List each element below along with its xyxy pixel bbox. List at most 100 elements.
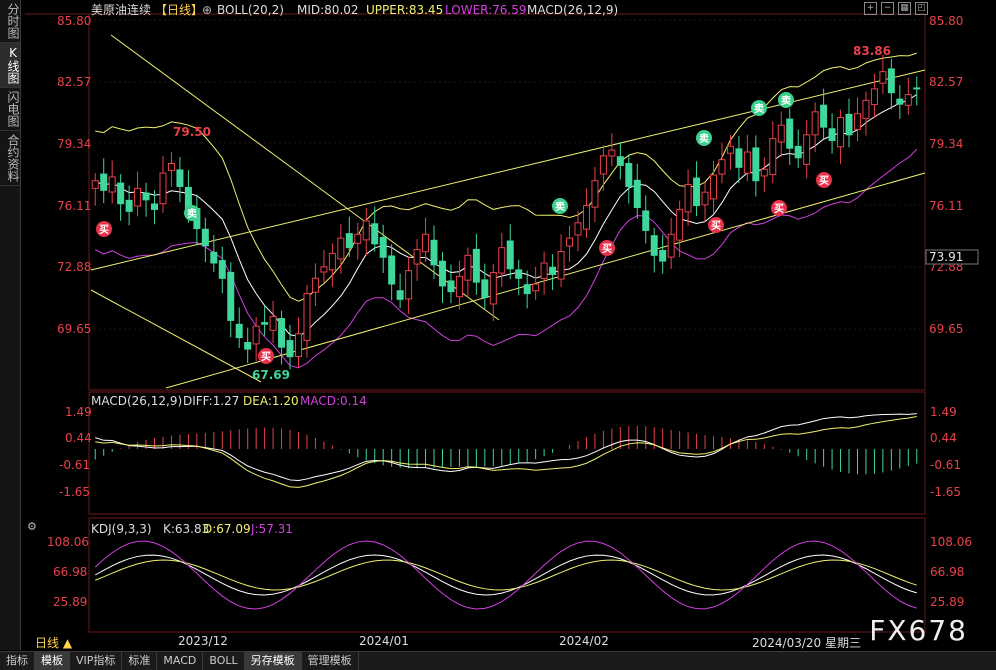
candle-body [726, 145, 734, 154]
cursor-date: 2024/03/20 星期三 [752, 636, 861, 650]
boll-mid: MID:80.02 [297, 3, 359, 17]
tab-boll[interactable]: BOLL [203, 652, 245, 670]
candle-body [820, 104, 828, 128]
candle-body [430, 239, 438, 266]
macd-diff-line [95, 413, 917, 481]
svg-text:1.49: 1.49 [930, 405, 957, 419]
candle-body [303, 293, 311, 341]
candle-body [117, 182, 125, 205]
instrument-name: 美原油连续 [91, 2, 151, 17]
buy-signal-0 [96, 221, 112, 237]
candle-body [362, 220, 370, 241]
candle-body [642, 210, 650, 231]
tab-manage-templates[interactable]: 管理模板 [302, 652, 359, 670]
svg-text:85.80: 85.80 [929, 14, 963, 28]
svg-text:108.06: 108.06 [930, 535, 972, 549]
candle-body [667, 233, 675, 258]
svg-text:108.06: 108.06 [47, 535, 89, 549]
candle-body [438, 260, 446, 287]
watermark-logo: FX678 [869, 614, 968, 647]
tab-contract-info[interactable]: 合约资料 [0, 131, 20, 186]
candle-body [405, 270, 413, 300]
tab-indicators[interactable]: 指标 [0, 652, 35, 670]
candle-body [134, 187, 142, 207]
kdj-k: K:63.83 [163, 522, 209, 536]
buy-signal-3-label: 买 [711, 220, 721, 232]
candle-body [701, 191, 709, 206]
candle-body [608, 149, 616, 157]
candle-body [413, 249, 421, 265]
candle-body [481, 279, 489, 298]
candle-body [684, 184, 692, 213]
candle-body [422, 233, 430, 253]
tab-macd[interactable]: MACD [157, 652, 204, 670]
tab-templates[interactable]: 模板 [35, 652, 70, 670]
svg-text:82.57: 82.57 [57, 75, 91, 89]
sell-signal-2-label: 卖 [699, 132, 709, 145]
candle-body [616, 156, 624, 166]
period-label[interactable]: 【日线】 [155, 3, 203, 17]
candle-body [108, 176, 116, 193]
candle-body [879, 71, 887, 84]
left-tab-strip: 分时图 K线图 闪电图 合约资料 [0, 0, 21, 650]
svg-text:66.98: 66.98 [930, 565, 964, 579]
tab-kline[interactable]: K线图 [0, 43, 20, 88]
candle-body [650, 235, 658, 256]
candle-body [345, 233, 353, 249]
candle-body [447, 280, 455, 293]
kdj-settings-icon[interactable]: ⚙ [27, 520, 37, 533]
boll-lower: LOWER:76.59 [445, 3, 527, 17]
tab-flash[interactable]: 闪电图 [0, 88, 20, 131]
candle-body [328, 252, 336, 271]
macd-title: MACD(26,12,9) [91, 394, 182, 408]
svg-text:69.65: 69.65 [929, 322, 963, 336]
candle-body [718, 159, 726, 175]
buy-signal-0-label: 买 [99, 224, 109, 236]
grid-icon[interactable]: ▦ [898, 2, 911, 15]
macd-axis-right: 1.49 0.44 -0.61 -1.65 [930, 405, 961, 499]
window-controls: + − ▦ ◰ [864, 2, 928, 15]
candle-body [286, 340, 294, 358]
candle-body [261, 322, 269, 325]
buy-signal-3 [708, 217, 724, 233]
svg-text:72.88: 72.88 [57, 260, 91, 274]
candle-body [896, 98, 904, 105]
chart-canvas[interactable]: 美原油连续 【日线】 ⊕ BOLL(20,2) MID:80.02 UPPER:… [21, 0, 996, 650]
low-price-label: 67.69 [252, 368, 290, 382]
candle-body [676, 208, 684, 241]
kdj-series [94, 540, 917, 610]
tab-vip-indicators[interactable]: VIP指标 [70, 652, 123, 670]
boll-lower-line [94, 149, 918, 369]
kdj-axis-left: 108.06 66.98 25.89 [47, 535, 89, 609]
candle-body [337, 237, 345, 260]
svg-text:2024/01: 2024/01 [359, 634, 409, 648]
period-indicator[interactable]: 日线 ▲ [35, 636, 73, 650]
sell-signal-3-label: 卖 [754, 102, 764, 115]
candle-body [659, 250, 667, 262]
macd-axis-left: 1.49 0.44 -0.61 -1.65 [59, 405, 92, 499]
zoom-out-icon[interactable]: − [881, 2, 894, 15]
macd-dea-line [95, 415, 917, 488]
candle-body [91, 180, 99, 189]
zoom-in-icon[interactable]: + [864, 2, 877, 15]
candle-body [582, 205, 590, 230]
macd-series [94, 413, 918, 488]
tab-save-template[interactable]: 另存模板 [244, 652, 302, 670]
settings-icon[interactable]: ⊕ [202, 3, 212, 17]
svg-text:25.89: 25.89 [930, 595, 964, 609]
candle-body [371, 223, 379, 245]
tab-timeshare[interactable]: 分时图 [0, 0, 20, 43]
svg-text:0.44: 0.44 [930, 431, 957, 445]
candle-body [472, 248, 480, 283]
candle-body [320, 266, 328, 273]
svg-text:2024/02: 2024/02 [559, 634, 609, 648]
expand-icon[interactable]: ◰ [915, 2, 928, 15]
sell-signal-3 [751, 100, 767, 116]
sell-signal-4-label: 卖 [781, 94, 791, 107]
tab-standard[interactable]: 标准 [122, 652, 158, 670]
svg-text:1.49: 1.49 [65, 405, 92, 419]
candle-body [693, 177, 701, 207]
kdj-d-line [95, 559, 917, 591]
candle-body [837, 117, 845, 148]
